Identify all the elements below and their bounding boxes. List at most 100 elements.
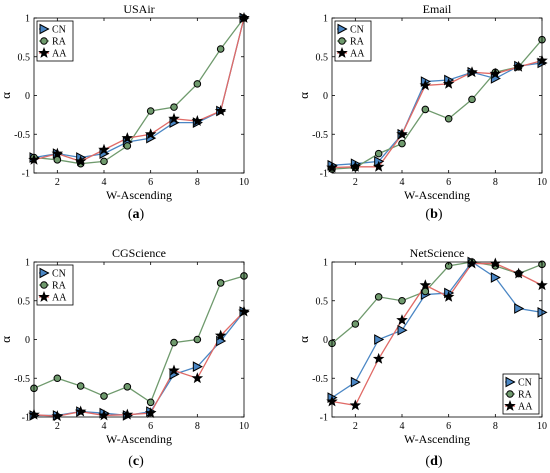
chart-title: NetScience — [410, 246, 465, 260]
y-axis-label: α — [296, 92, 311, 99]
data-point-aa — [372, 352, 385, 364]
x-tick-label: 6 — [446, 177, 451, 188]
data-point-cn — [490, 272, 501, 283]
series-line-cn — [33, 17, 245, 159]
data-point-ra — [100, 157, 108, 166]
legend-label-cn: CN — [518, 378, 532, 389]
y-tick-label: 0 — [323, 335, 328, 346]
legend-label-aa: AA — [52, 293, 67, 304]
series-line-aa — [331, 262, 543, 407]
x-tick-label: 6 — [148, 421, 153, 432]
caption-letter: b — [430, 207, 438, 222]
legend-marker-cn — [39, 23, 50, 35]
data-point-ra — [468, 95, 476, 104]
data-point-ra — [421, 287, 430, 296]
panel-caption: (b) — [425, 207, 442, 222]
y-tick-label: -0.5 — [312, 374, 328, 385]
data-point-aa — [98, 143, 110, 155]
data-point-aa — [419, 79, 432, 91]
y-tick-label: 0 — [25, 91, 30, 102]
data-point-aa — [191, 115, 204, 126]
legend-label-aa: AA — [52, 49, 67, 60]
x-tick-label: 4 — [102, 421, 107, 432]
legend-label-aa: AA — [350, 49, 365, 60]
legend-label-cn: CN — [52, 269, 66, 280]
legend-marker-cn — [505, 376, 516, 388]
legend-marker-cn — [337, 23, 348, 35]
data-point-aa — [168, 364, 180, 376]
series-line-cn — [34, 311, 245, 417]
data-point-aa — [442, 77, 455, 89]
caption-paren-close: ) — [438, 454, 443, 469]
y-tick-label: -0.5 — [14, 130, 30, 141]
x-tick-label: 8 — [195, 421, 200, 432]
data-point-cn — [397, 324, 408, 336]
y-tick-label: 0.5 — [316, 296, 329, 307]
data-point-aa — [512, 267, 525, 279]
legend-marker-aa — [504, 399, 516, 411]
x-tick-label: 2 — [55, 421, 60, 432]
chart-panel-4: NetScience 2 4 6 8 10 -1 -0.5 0 0.5 1 W-Ascending α C… — [296, 246, 548, 469]
x-tick-label: 2 — [353, 421, 358, 432]
y-tick-label: 0 — [323, 91, 328, 102]
y-axis-label: α — [0, 92, 13, 99]
data-point-ra — [351, 320, 360, 328]
legend-label-cn: CN — [350, 25, 364, 36]
data-point-ra — [398, 296, 406, 305]
data-point-cn — [350, 376, 361, 388]
data-point-ra — [193, 335, 202, 344]
data-point-cn — [374, 334, 385, 345]
x-tick-label: 2 — [55, 177, 60, 188]
data-point-aa — [214, 329, 227, 341]
x-tick-label: 6 — [446, 421, 451, 432]
chart-panel-2: Email 2 4 6 8 10 -1 -0.5 0 0.5 1 W-Ascending α CNRAAA… — [296, 2, 548, 222]
panel-caption: (c) — [128, 454, 144, 469]
y-tick-label: 1 — [323, 258, 328, 269]
caption-paren-close: ) — [139, 454, 144, 469]
caption-paren-open: ( — [425, 454, 430, 469]
y-tick-label: -1 — [22, 413, 30, 424]
legend-marker-ra — [506, 390, 514, 398]
x-tick-label: 4 — [400, 421, 405, 432]
legend-label-ra: RA — [350, 37, 365, 48]
data-point-ra — [123, 382, 132, 391]
series-line-cn — [331, 62, 543, 166]
x-tick-label: 10 — [537, 177, 547, 188]
data-point-aa — [51, 147, 64, 159]
y-axis-label: α — [0, 336, 13, 343]
legend-label-ra: RA — [52, 37, 67, 48]
legend-label-cn: CN — [52, 25, 66, 36]
legend-marker-aa — [38, 46, 50, 58]
y-tick-label: -1 — [320, 413, 328, 424]
caption-paren-close: ) — [438, 207, 443, 222]
x-tick-label: 8 — [195, 177, 200, 188]
data-point-aa — [349, 399, 362, 411]
series-line-aa — [33, 311, 245, 417]
data-point-ra — [53, 156, 62, 164]
legend-label-ra: RA — [518, 390, 533, 401]
y-tick-label: 1 — [25, 258, 30, 269]
caption-paren-open: ( — [425, 207, 430, 222]
chart-title: USAir — [123, 2, 154, 16]
x-tick-label: 4 — [400, 177, 405, 188]
x-tick-label: 10 — [239, 421, 249, 432]
panel-caption: (d) — [425, 454, 442, 469]
data-point-aa — [168, 112, 180, 124]
data-point-aa — [121, 132, 134, 144]
legend-marker-aa — [38, 290, 50, 302]
chart-panel-1: USAir 2 4 6 8 10 -1 -0.5 0 0.5 1 W-Ascending α CNRAAA… — [0, 2, 250, 222]
data-point-aa — [396, 314, 408, 326]
y-axis-label: α — [296, 336, 311, 343]
series-line-ra — [331, 39, 543, 170]
data-point-aa — [191, 372, 204, 384]
x-axis-label: W-Ascending — [404, 432, 470, 446]
data-point-ra — [146, 107, 155, 115]
x-tick-label: 2 — [353, 177, 358, 188]
data-point-ra — [421, 105, 430, 114]
y-tick-label: 0.5 — [18, 52, 31, 63]
data-point-ra — [374, 293, 383, 301]
legend-marker-ra — [338, 37, 346, 45]
